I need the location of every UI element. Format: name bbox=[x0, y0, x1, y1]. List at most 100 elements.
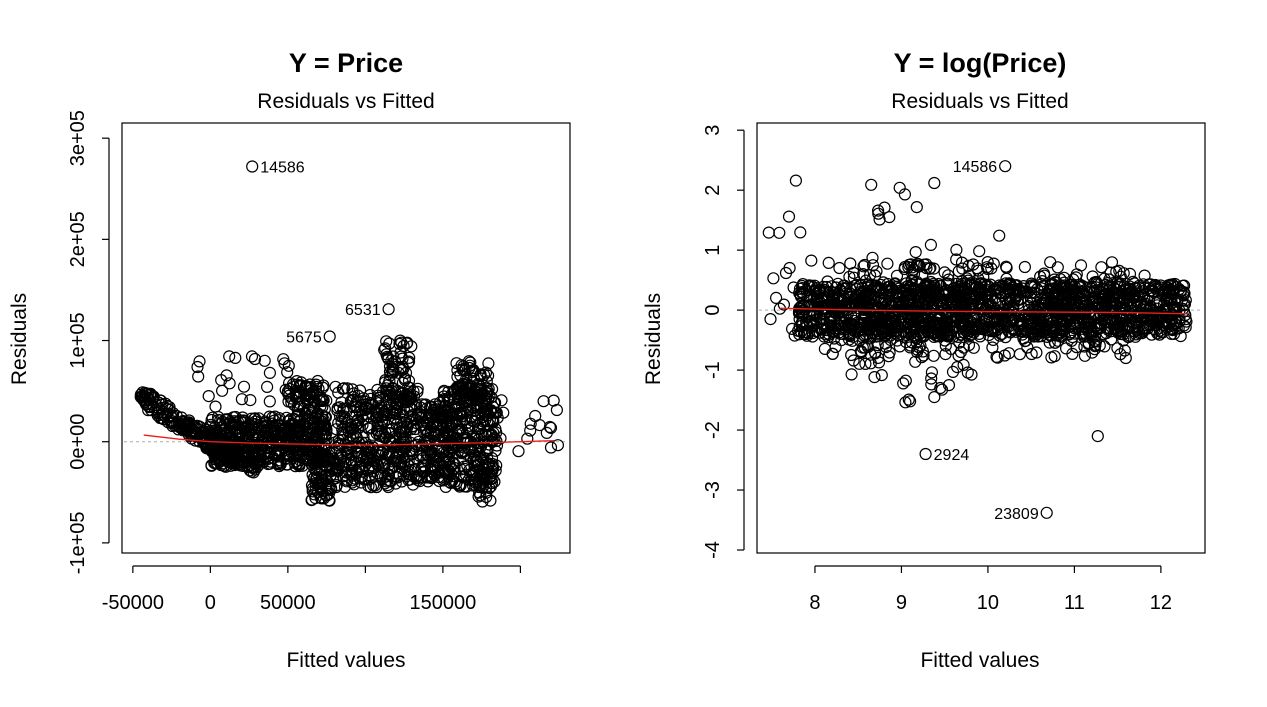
data-point bbox=[173, 420, 186, 433]
data-point bbox=[475, 387, 488, 400]
data-point bbox=[437, 410, 450, 424]
data-point bbox=[337, 404, 350, 417]
data-point bbox=[442, 446, 456, 459]
data-point bbox=[847, 271, 861, 284]
y-tick-label: 0 bbox=[702, 305, 724, 316]
outlier-label: 5675 bbox=[286, 329, 322, 346]
data-point bbox=[904, 328, 917, 341]
data-points bbox=[759, 160, 1203, 519]
data-point bbox=[835, 334, 848, 347]
data-point bbox=[382, 303, 395, 316]
data-point bbox=[892, 288, 906, 301]
data-point bbox=[192, 370, 205, 383]
data-point bbox=[488, 475, 501, 488]
data-point bbox=[338, 410, 351, 423]
data-point bbox=[229, 351, 242, 364]
data-point bbox=[479, 413, 492, 426]
data-point bbox=[416, 398, 429, 411]
data-point bbox=[925, 366, 939, 379]
data-point bbox=[874, 283, 888, 297]
data-point bbox=[929, 286, 942, 299]
data-point bbox=[330, 441, 343, 454]
data-point bbox=[921, 298, 934, 311]
data-point bbox=[909, 246, 922, 259]
data-point bbox=[246, 160, 259, 173]
data-point bbox=[787, 281, 800, 294]
data-point bbox=[877, 276, 890, 289]
data-point bbox=[329, 380, 342, 393]
data-point bbox=[935, 383, 949, 396]
data-point bbox=[890, 269, 904, 282]
data-point bbox=[373, 428, 386, 441]
data-point bbox=[399, 442, 412, 455]
data-point bbox=[1088, 276, 1101, 289]
data-point bbox=[1051, 334, 1065, 347]
data-point bbox=[1113, 264, 1126, 277]
data-point bbox=[355, 476, 368, 489]
data-point bbox=[1105, 315, 1119, 328]
data-point bbox=[384, 474, 397, 487]
data-point bbox=[1056, 323, 1070, 336]
data-point bbox=[1092, 322, 1106, 335]
data-point bbox=[1168, 302, 1182, 315]
data-point bbox=[258, 354, 271, 367]
data-point bbox=[551, 439, 565, 452]
data-point bbox=[382, 427, 396, 440]
data-point bbox=[453, 480, 466, 493]
data-point bbox=[918, 258, 931, 271]
data-point bbox=[263, 410, 276, 423]
data-point bbox=[993, 229, 1006, 242]
data-point bbox=[458, 395, 471, 408]
data-point bbox=[318, 422, 331, 435]
data-point bbox=[474, 489, 487, 502]
data-point bbox=[420, 436, 433, 449]
data-point bbox=[919, 447, 932, 461]
data-point bbox=[924, 238, 938, 251]
data-point bbox=[370, 457, 383, 470]
data-point bbox=[223, 377, 236, 390]
data-point bbox=[352, 422, 365, 435]
data-point bbox=[272, 456, 285, 470]
data-point bbox=[952, 349, 965, 362]
data-point bbox=[789, 174, 803, 187]
data-point bbox=[924, 261, 937, 274]
data-point bbox=[450, 409, 463, 422]
y-axis-label: Residuals bbox=[8, 293, 31, 385]
y-tick-label: 2 bbox=[702, 185, 724, 196]
data-point bbox=[1163, 317, 1176, 330]
data-point bbox=[853, 357, 866, 370]
data-point bbox=[785, 322, 799, 335]
data-point bbox=[952, 306, 965, 319]
data-point bbox=[344, 394, 357, 408]
data-point bbox=[925, 372, 938, 385]
data-point bbox=[474, 454, 487, 467]
chart-subtitle: Residuals vs Fitted bbox=[891, 90, 1068, 113]
data-point bbox=[973, 330, 987, 343]
data-point bbox=[303, 381, 316, 394]
data-point bbox=[1072, 285, 1086, 298]
data-point bbox=[219, 429, 232, 442]
data-point bbox=[1018, 260, 1032, 274]
data-point bbox=[950, 253, 963, 266]
data-point bbox=[343, 458, 356, 471]
data-point bbox=[1017, 332, 1030, 345]
data-point bbox=[843, 270, 856, 283]
data-point bbox=[959, 293, 973, 306]
data-point bbox=[482, 357, 495, 370]
data-point bbox=[218, 459, 231, 472]
data-point bbox=[1045, 351, 1058, 364]
data-point bbox=[1138, 269, 1151, 282]
data-point bbox=[956, 322, 969, 335]
data-point bbox=[873, 213, 886, 226]
data-point bbox=[845, 300, 859, 313]
data-point bbox=[826, 289, 839, 302]
data-point bbox=[1118, 344, 1131, 357]
data-point bbox=[1177, 279, 1191, 292]
data-point bbox=[1141, 290, 1155, 303]
data-point bbox=[1091, 430, 1104, 443]
data-point bbox=[999, 160, 1012, 173]
data-point bbox=[1055, 313, 1068, 326]
plot-frame bbox=[756, 122, 1206, 554]
data-point bbox=[1149, 282, 1162, 295]
